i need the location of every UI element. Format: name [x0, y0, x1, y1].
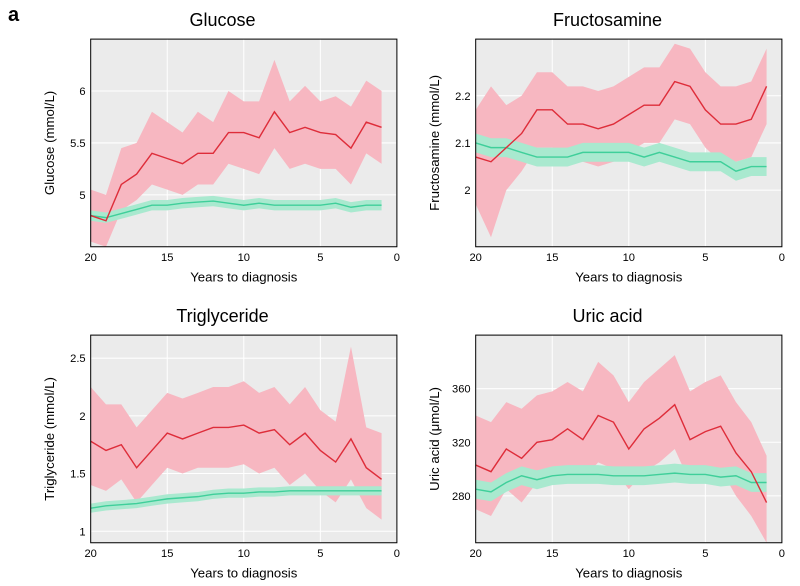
x-axis-label: Years to diagnosis	[190, 566, 297, 581]
svg-text:5: 5	[79, 190, 85, 202]
chart-svg: 5 5.5 6 20 15 10 5 0 Years to diagnosis Glucose…	[40, 33, 405, 287]
svg-text:1: 1	[79, 527, 85, 539]
svg-text:280: 280	[452, 491, 471, 503]
panel-title: Glucose	[40, 10, 405, 31]
y-axis-label: Triglyceride (mmol/L)	[42, 378, 57, 502]
svg-text:5.5: 5.5	[70, 138, 85, 150]
svg-text:2: 2	[79, 411, 85, 423]
y-axis-label: Fructosamine (mmol/L)	[427, 75, 442, 211]
svg-text:6: 6	[79, 86, 85, 98]
panel-grid: Glucose 55.5620151050 Years to diagnosis…	[40, 10, 790, 576]
x-axis-label: Years to diagnosis	[575, 269, 682, 284]
svg-text:0: 0	[779, 548, 785, 560]
svg-text:10: 10	[623, 252, 635, 264]
svg-text:20: 20	[469, 252, 481, 264]
svg-text:10: 10	[623, 548, 635, 560]
svg-text:15: 15	[546, 548, 558, 560]
svg-text:15: 15	[161, 252, 173, 264]
svg-text:10: 10	[238, 548, 250, 560]
svg-text:5: 5	[702, 548, 708, 560]
svg-text:5: 5	[702, 252, 708, 264]
panel-uric-acid: Uric acid 280 320 360 20 15 10 5 0 Years to dia…	[425, 306, 790, 582]
plot-area: 280 320 360 20 15 10 5 0 Years to diagnosis Uri…	[425, 329, 790, 583]
svg-text:2.2: 2.2	[455, 91, 470, 103]
panel-triglyceride: Triglyceride 1 1.5 2 2.5 20 15 10 5 0 Years to d…	[40, 306, 405, 582]
panel-fructosamine: Fructosamine 2 2.1 2.2 20 15 10 5 0 Years to di…	[425, 10, 790, 286]
plot-area: 2 2.1 2.2 20 15 10 5 0 Years to diagnosis Fruct…	[425, 33, 790, 287]
panel-title: Fructosamine	[425, 10, 790, 31]
svg-text:0: 0	[394, 548, 400, 560]
svg-text:20: 20	[469, 548, 481, 560]
figure: a Glucose 55.5620151050 Years to diagnos…	[0, 0, 800, 586]
svg-text:15: 15	[161, 548, 173, 560]
svg-text:2.1: 2.1	[455, 138, 470, 150]
plot-area: 5 5.5 6 20 15 10 5 0 Years to diagnosis Glucose…	[40, 33, 405, 287]
svg-text:360: 360	[452, 384, 471, 396]
svg-text:10: 10	[238, 252, 250, 264]
chart-svg: 1 1.5 2 2.5 20 15 10 5 0 Years to diagnosis Trig…	[40, 329, 405, 583]
y-axis-label: Uric acid (μmol/L)	[427, 388, 442, 492]
svg-text:15: 15	[546, 252, 558, 264]
panel-label: a	[8, 4, 19, 27]
svg-text:320: 320	[452, 438, 471, 450]
svg-text:5: 5	[317, 548, 323, 560]
panel-glucose: Glucose 5 5.5 6 20 15 10 5 0 Years to diagnosis…	[40, 10, 405, 286]
svg-text:1.5: 1.5	[70, 469, 85, 481]
x-axis-label: Years to diagnosis	[575, 566, 682, 581]
svg-text:0: 0	[779, 252, 785, 264]
svg-text:2.5: 2.5	[70, 354, 85, 366]
svg-text:0: 0	[394, 252, 400, 264]
svg-text:2: 2	[464, 185, 470, 197]
svg-text:5: 5	[317, 252, 323, 264]
x-axis-label: Years to diagnosis	[190, 269, 297, 284]
chart-svg: 2 2.1 2.2 20 15 10 5 0 Years to diagnosis Fruct…	[425, 33, 790, 287]
panel-title: Uric acid	[425, 306, 790, 327]
svg-text:20: 20	[84, 252, 96, 264]
svg-text:20: 20	[84, 548, 96, 560]
plot-area: 1 1.5 2 2.5 20 15 10 5 0 Years to diagnosis Trig…	[40, 329, 405, 583]
chart-svg: 280 320 360 20 15 10 5 0 Years to diagnosis Uri…	[425, 329, 790, 583]
panel-title: Triglyceride	[40, 306, 405, 327]
y-axis-label: Glucose (mmol/L)	[42, 91, 57, 195]
